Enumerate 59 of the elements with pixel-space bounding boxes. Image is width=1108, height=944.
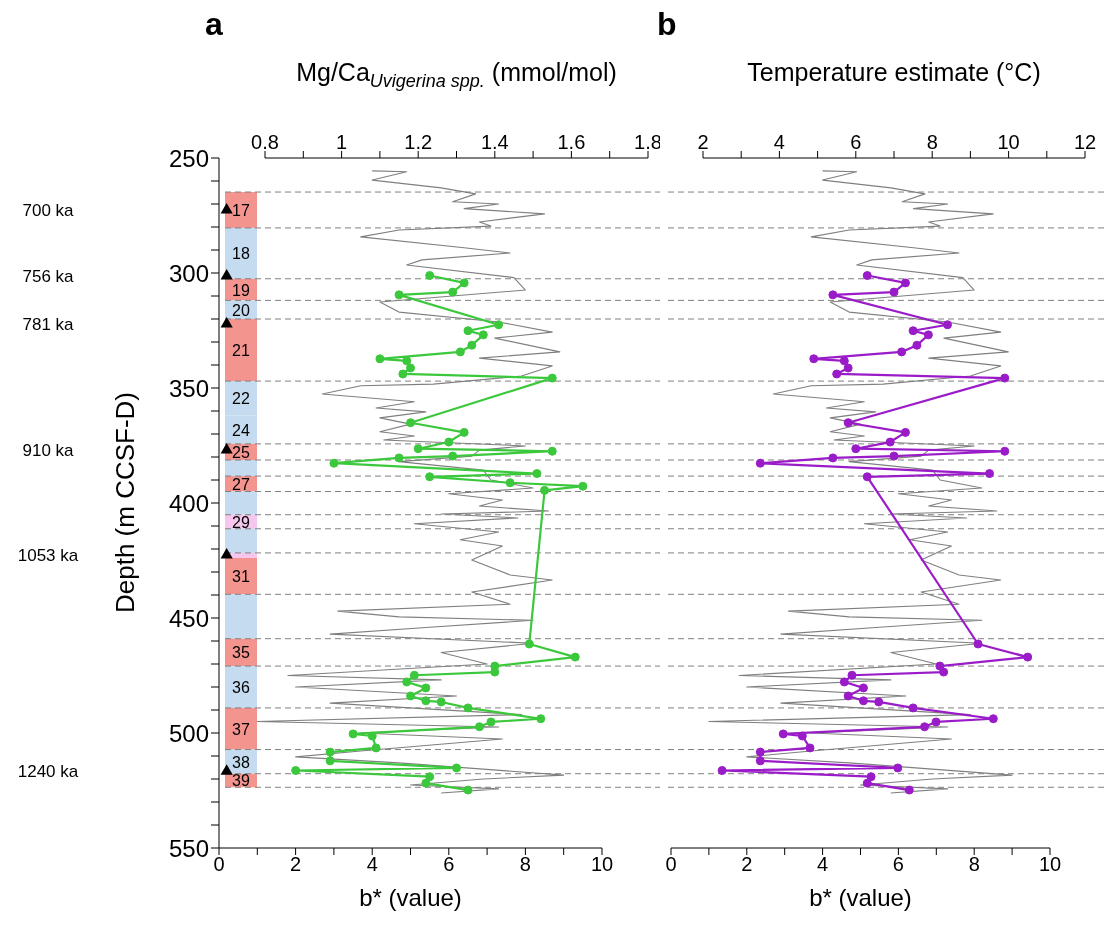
x-tick-label: 8 bbox=[519, 853, 531, 876]
y-tick-label: 500 bbox=[168, 719, 209, 747]
x2-axis-title: Mg/Ca$_{Uvigerina spp.}$ (mmol/mol) bbox=[295, 58, 618, 92]
x-tick-label: 2 bbox=[290, 853, 302, 876]
x2-axis-title: Temperature estimate (°C) bbox=[746, 58, 1042, 87]
band-label: 20 bbox=[232, 301, 250, 319]
y-axis-title: Depth (m CCSF-D) bbox=[109, 391, 141, 615]
x2-tick-label: 10 bbox=[997, 131, 1020, 153]
band-label: 21 bbox=[232, 342, 250, 360]
y-tick-label: 400 bbox=[168, 489, 209, 517]
band-label: 25 bbox=[232, 443, 250, 461]
x-tick-label: 4 bbox=[817, 853, 829, 876]
band-label: 29 bbox=[232, 513, 250, 531]
x-axis-title: b* (value) bbox=[808, 884, 913, 912]
y-tick-label: 300 bbox=[168, 259, 209, 287]
y-tick-label: 450 bbox=[168, 604, 209, 632]
x-tick-label: 6 bbox=[892, 853, 904, 876]
x2-tick-label: 4 bbox=[773, 131, 785, 153]
x2-tick-label: 0.8 bbox=[251, 131, 279, 153]
x2-tick-label: 6 bbox=[850, 131, 862, 153]
band-label: 17 bbox=[232, 201, 250, 219]
text: 1053 ka bbox=[17, 545, 79, 565]
x-tick-label: 6 bbox=[443, 853, 455, 876]
text: 1240 ka bbox=[17, 762, 79, 782]
x-tick-label: 0 bbox=[665, 853, 677, 876]
x2-tick-label: 1.6 bbox=[557, 131, 586, 153]
x-tick-label: 2 bbox=[741, 853, 753, 876]
band-label: 36 bbox=[232, 679, 250, 696]
y-tick-label: 350 bbox=[168, 374, 209, 402]
text: 756 ka bbox=[22, 266, 75, 286]
chart-title: b bbox=[657, 6, 677, 43]
x-tick-label: 4 bbox=[366, 853, 378, 876]
text: 781 ka bbox=[22, 315, 75, 335]
x2-tick-label: 8 bbox=[926, 131, 938, 153]
y-tick-label: 550 bbox=[168, 834, 209, 862]
x-axis-title: b* (value) bbox=[358, 884, 463, 912]
band-label: 22 bbox=[232, 390, 250, 408]
x2-tick-label: 1 bbox=[336, 131, 348, 153]
x2-tick-label: 2 bbox=[697, 131, 709, 153]
x2-tick-label: 1.4 bbox=[480, 131, 509, 153]
band-label: 38 bbox=[232, 753, 250, 771]
text: 910 ka bbox=[22, 441, 75, 461]
x-tick-label: 0 bbox=[213, 853, 225, 876]
band-label: 27 bbox=[232, 475, 250, 493]
y-tick-label: 250 bbox=[168, 144, 209, 172]
text: 700 ka bbox=[22, 200, 75, 220]
x-tick-label: 10 bbox=[590, 853, 614, 876]
band-label: 37 bbox=[232, 720, 250, 738]
x2-tick-label: 1.2 bbox=[404, 131, 433, 153]
x-tick-label: 10 bbox=[1038, 853, 1062, 876]
x-tick-label: 8 bbox=[968, 853, 980, 876]
band-label: 31 bbox=[232, 568, 250, 586]
band-label: 24 bbox=[232, 421, 250, 439]
band-label: 19 bbox=[232, 281, 250, 299]
band-label: 35 bbox=[232, 644, 250, 662]
chart-title: a bbox=[205, 6, 223, 43]
x2-tick-label: 12 bbox=[1073, 131, 1097, 153]
band-label: 18 bbox=[232, 245, 250, 263]
band-label: 39 bbox=[232, 772, 250, 790]
